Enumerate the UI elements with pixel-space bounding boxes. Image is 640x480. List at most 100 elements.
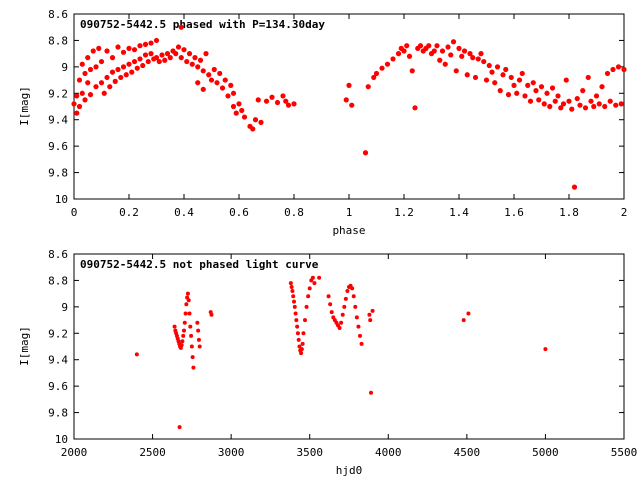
data-point — [359, 341, 364, 346]
data-point — [188, 324, 193, 329]
y-tick-label: 10 — [55, 193, 68, 206]
data-point — [481, 58, 487, 65]
data-point — [209, 312, 214, 317]
data-point — [345, 289, 350, 293]
data-point — [511, 82, 517, 88]
data-point — [373, 70, 380, 77]
data-point — [538, 84, 545, 90]
data-point — [368, 318, 373, 323]
data-point — [145, 58, 151, 65]
chart-title: 090752-5442.5 phased with P=134.30day — [80, 18, 325, 31]
data-point — [577, 102, 583, 108]
x-tick-label: 3000 — [218, 446, 245, 459]
data-point — [558, 105, 564, 111]
data-point — [492, 80, 498, 86]
data-point — [107, 84, 113, 90]
data-point — [522, 93, 528, 99]
x-tick-label: 4500 — [454, 446, 481, 459]
data-point — [404, 43, 410, 49]
data-point — [164, 51, 171, 57]
data-point — [280, 93, 286, 99]
data-point — [604, 70, 611, 77]
data-point — [211, 66, 217, 73]
data-point — [182, 320, 187, 325]
data-point — [431, 48, 437, 54]
data-point — [222, 77, 228, 83]
data-point — [131, 47, 138, 53]
data-point — [610, 66, 616, 73]
data-point — [263, 98, 270, 104]
data-point — [310, 275, 315, 280]
data-point — [555, 93, 561, 99]
data-point — [90, 48, 96, 54]
data-point — [162, 57, 168, 63]
data-point — [98, 80, 105, 86]
data-point — [184, 302, 189, 307]
data-point — [467, 51, 473, 57]
data-point — [120, 64, 127, 70]
data-point — [304, 304, 309, 309]
data-point — [580, 88, 586, 94]
data-point — [461, 318, 466, 323]
data-point — [112, 78, 118, 84]
data-point — [519, 70, 525, 77]
data-point — [478, 51, 484, 57]
data-point — [217, 70, 223, 77]
data-point — [172, 324, 177, 329]
data-point — [180, 339, 185, 344]
data-point — [508, 74, 514, 81]
data-point — [353, 304, 358, 309]
data-point — [178, 55, 184, 61]
data-point — [370, 308, 375, 313]
x-tick-label: 1 — [346, 206, 353, 219]
data-point — [258, 119, 264, 125]
data-point — [104, 74, 110, 81]
data-point — [527, 98, 534, 104]
data-point — [426, 43, 432, 49]
data-point — [503, 66, 509, 73]
data-point — [134, 352, 139, 357]
data-point — [252, 117, 259, 123]
y-tick-label: 9.6 — [48, 140, 68, 153]
data-point — [439, 48, 446, 54]
data-point — [453, 68, 459, 74]
y-tick-label: 9.8 — [48, 167, 68, 180]
phased-light-curve-chart: 090752-5442.5 phased with P=134.30day ph… — [18, 8, 627, 237]
data-point — [71, 101, 77, 107]
data-point — [142, 52, 149, 58]
data-point — [588, 98, 594, 104]
data-point — [189, 333, 194, 338]
data-point — [450, 39, 457, 45]
data-point — [329, 310, 334, 315]
data-point — [192, 55, 198, 61]
data-point — [93, 84, 99, 90]
data-point — [369, 390, 373, 395]
data-point — [533, 88, 539, 94]
data-point — [536, 97, 542, 103]
data-point — [126, 45, 132, 51]
data-point — [241, 114, 248, 120]
data-point — [191, 365, 196, 370]
data-point — [401, 48, 407, 54]
data-point — [489, 69, 495, 75]
data-point — [74, 110, 80, 116]
data-point — [445, 44, 451, 50]
data-point — [312, 281, 317, 286]
data-point — [179, 343, 184, 348]
data-point — [303, 318, 307, 323]
data-point — [109, 69, 116, 75]
data-point — [131, 58, 138, 65]
data-point — [233, 110, 239, 116]
data-point — [328, 302, 333, 307]
data-point — [129, 69, 135, 75]
data-point — [593, 93, 600, 99]
data-point — [118, 74, 124, 81]
data-point — [299, 347, 304, 352]
data-point — [159, 52, 165, 58]
data-point — [79, 61, 85, 67]
x-tick-label: 1.4 — [449, 206, 469, 219]
data-point — [497, 88, 503, 94]
data-point — [156, 58, 162, 65]
data-point — [483, 77, 490, 83]
data-point — [365, 84, 371, 90]
